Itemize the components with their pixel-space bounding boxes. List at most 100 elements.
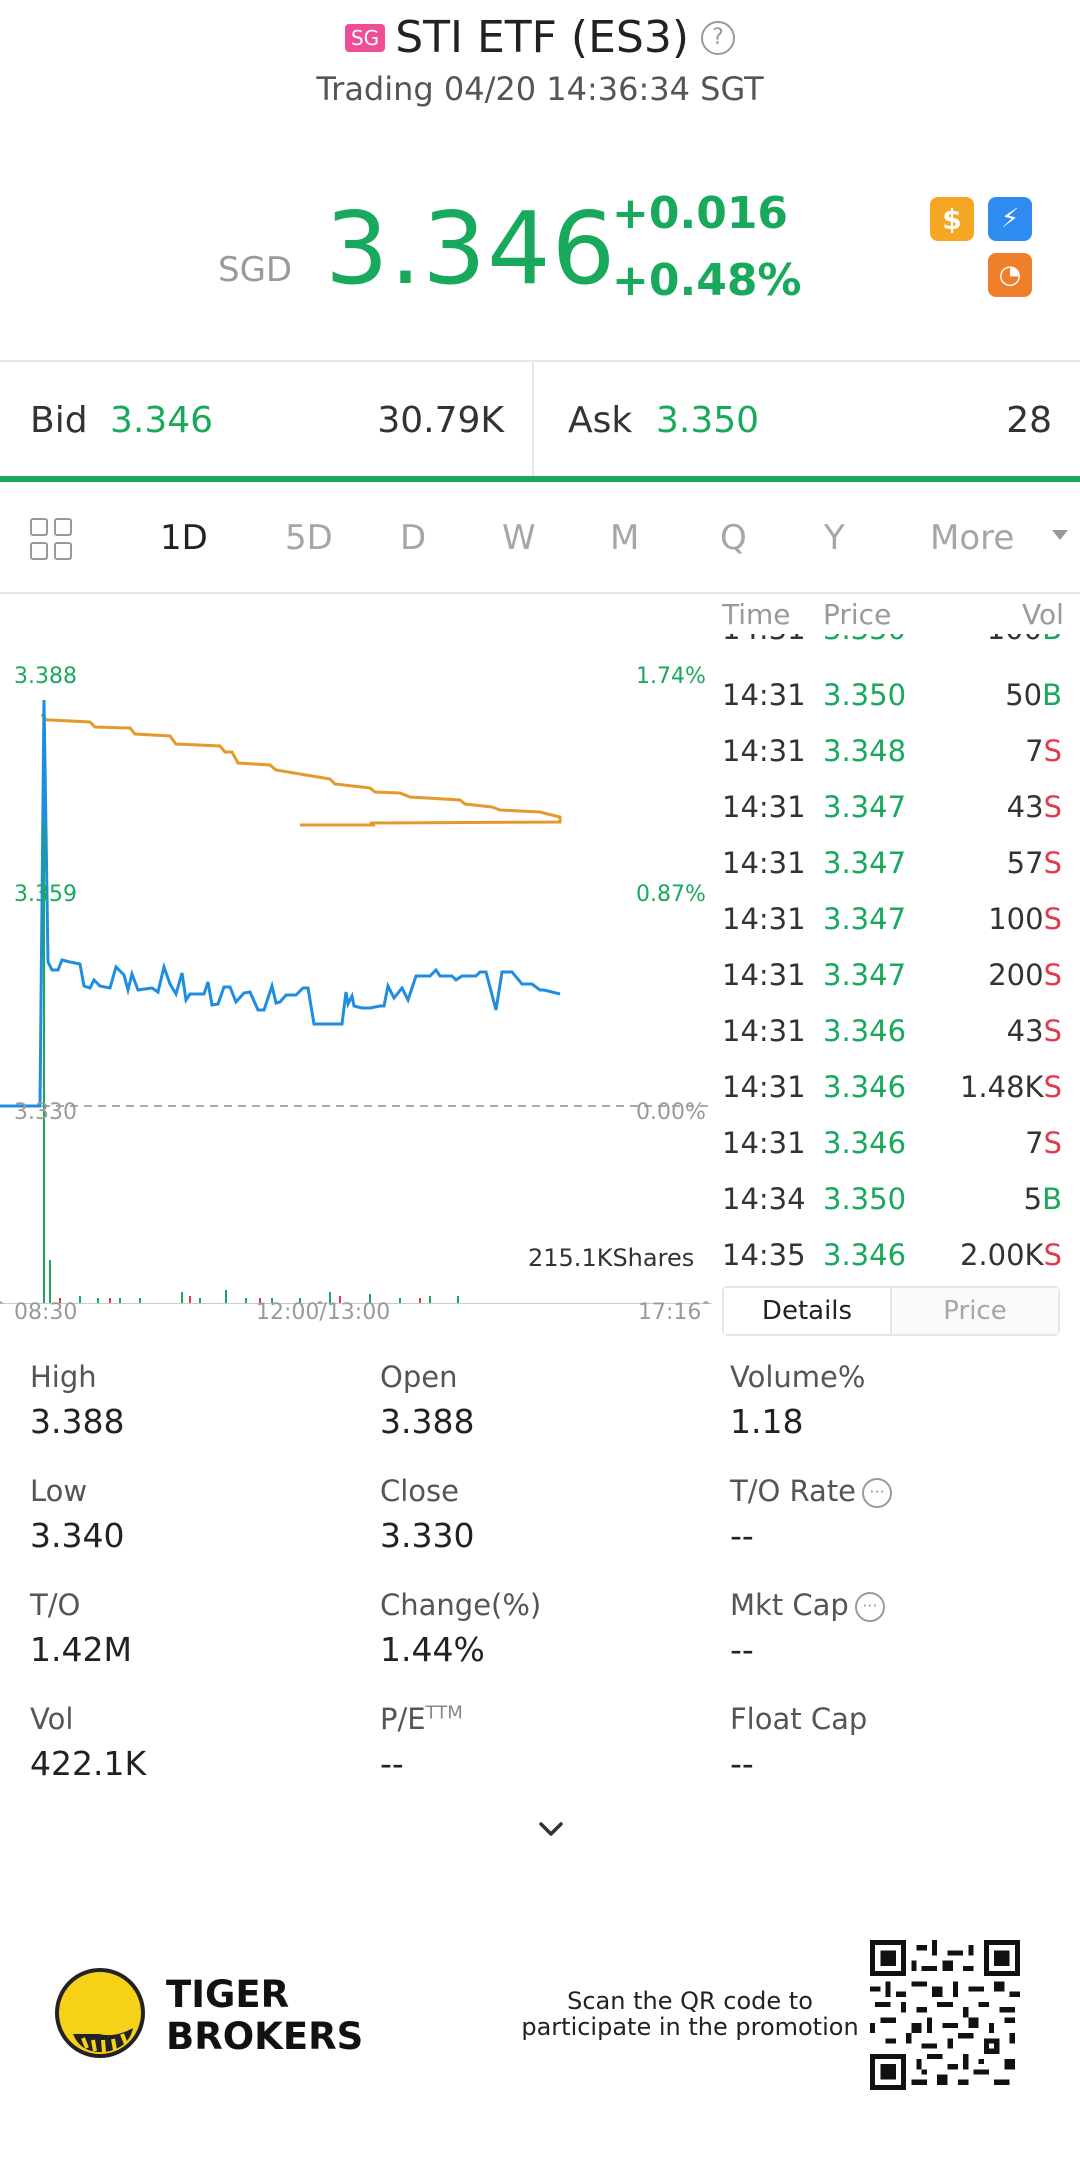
tab-w[interactable]: W: [502, 518, 536, 558]
trade-time: 14:31: [722, 678, 806, 712]
trade-time: 14:31: [722, 634, 806, 646]
stat-mktcap-text: Mkt Cap: [730, 1588, 849, 1622]
trade-volume-value: 7: [1025, 1126, 1044, 1160]
trade-price: 3.346: [823, 1070, 907, 1104]
trade-volume: 43S: [1007, 1014, 1062, 1048]
qr-code[interactable]: [870, 1940, 1020, 2090]
divider: [0, 360, 1080, 362]
trade-time: 14:31: [722, 1014, 806, 1048]
trade-price: 3.347: [823, 790, 907, 824]
trade-volume: 200S: [988, 958, 1062, 992]
chart-badge-icon[interactable]: ◔: [988, 253, 1032, 297]
divider: [0, 592, 1080, 594]
chevron-down-icon[interactable]: [1052, 530, 1068, 540]
brand-line-2: BROKERS: [166, 2015, 364, 2058]
trade-side: S: [1043, 790, 1062, 824]
table-row: 14:31 3.347 43S: [722, 790, 1062, 846]
trade-time: 14:31: [722, 846, 806, 880]
stat-low-value: 3.340: [30, 1516, 125, 1555]
stat-torate-text: T/O Rate: [730, 1474, 857, 1508]
trade-side: B: [1042, 1182, 1062, 1216]
tab-more[interactable]: More: [930, 518, 1015, 558]
x-label-open: 08:30: [14, 1300, 78, 1325]
brand-line-1: TIGER: [166, 1973, 290, 2016]
trading-status: Trading 04/20 14:36:34 SGT: [316, 70, 764, 108]
currency-label: SGD: [218, 250, 293, 290]
qr-caption-line-2: participate in the promotion: [521, 2013, 859, 2041]
period-tabs: 1D 5D D W M Q Y More: [0, 498, 1080, 594]
tab-y[interactable]: Y: [824, 518, 845, 558]
trade-volume: 100S: [988, 902, 1062, 936]
volume-label: 215.1KShares: [528, 1244, 695, 1272]
trade-volume-value: 7: [1025, 734, 1044, 768]
trade-side: S: [1043, 1014, 1062, 1048]
tab-d[interactable]: D: [400, 518, 427, 558]
stat-mktcap-label: Mkt Cap ···: [730, 1588, 885, 1622]
stat-high-label: High: [30, 1360, 97, 1394]
trade-side: S: [1043, 734, 1062, 768]
toggle-price[interactable]: Price: [892, 1288, 1058, 1334]
bid-label: Bid: [30, 400, 88, 441]
dollar-icon[interactable]: $: [930, 197, 974, 241]
trade-time: 14:31: [722, 1126, 806, 1160]
trade-volume: 50B: [1005, 678, 1062, 712]
stat-floatcap-value: --: [730, 1744, 754, 1783]
chevron-down-icon[interactable]: [536, 1814, 566, 1844]
info-icon[interactable]: ···: [862, 1478, 893, 1508]
trade-volume-value: 43: [1006, 1014, 1044, 1048]
trade-price: 3.347: [823, 846, 907, 880]
stat-to-label: T/O: [30, 1588, 81, 1622]
trade-row-partial: 14:31 3.350 100B: [722, 634, 1062, 658]
trade-volume-value: 1.48K: [959, 1070, 1044, 1104]
stat-vol-label: Vol: [30, 1702, 74, 1736]
bid-ask-ratio-bar: [0, 476, 1080, 482]
table-row: 14:31 3.350 50B: [722, 678, 1062, 734]
info-icon[interactable]: ···: [854, 1592, 885, 1622]
qr-caption-line-1: Scan the QR code to: [567, 1987, 813, 2015]
trade-side: S: [1043, 1126, 1062, 1160]
trade-price: 3.350: [823, 1182, 907, 1216]
tab-5d[interactable]: 5D: [285, 518, 333, 558]
trade-side: B: [1042, 634, 1062, 646]
ask-label: Ask: [568, 400, 633, 441]
help-icon[interactable]: ?: [701, 20, 735, 55]
intraday-chart[interactable]: [0, 592, 720, 1304]
trade-price: 3.346: [823, 1126, 907, 1160]
stat-close-value: 3.330: [380, 1516, 475, 1555]
title-row: SG STI ETF (ES3) ?: [0, 12, 1080, 63]
trades-header-time: Time: [722, 598, 791, 631]
y-pct-high: 1.74%: [636, 664, 706, 689]
trade-price: 3.348: [823, 734, 907, 768]
ask-price: 3.350: [656, 400, 760, 441]
grid-icon[interactable]: [30, 518, 74, 562]
header: SG STI ETF (ES3) ? Trading 04/20 14:36:3…: [0, 0, 1080, 120]
trade-price: 3.347: [823, 958, 907, 992]
toggle-details[interactable]: Details: [724, 1288, 892, 1334]
trade-time: 14:31: [722, 734, 806, 768]
price-line: [0, 699, 561, 1108]
volume-bars: [43, 822, 459, 1304]
price-change: +0.016: [612, 188, 789, 239]
flash-icon[interactable]: ⚡: [988, 197, 1032, 241]
stat-pe-sup: TTM: [425, 1702, 463, 1724]
table-row: 14:31 3.346 7S: [722, 1126, 1062, 1182]
stat-pe-text: P/E: [380, 1702, 426, 1736]
market-badge: SG: [344, 23, 386, 52]
trade-price: 3.346: [823, 1238, 907, 1272]
last-price: 3.346: [325, 190, 617, 307]
tab-m[interactable]: M: [610, 518, 640, 558]
trade-price: 3.346: [823, 1014, 907, 1048]
stat-high-value: 3.388: [30, 1402, 125, 1441]
stat-pe-value: --: [380, 1744, 404, 1783]
trade-volume: 1.48KS: [960, 1070, 1062, 1104]
stat-volpct-label: Volume%: [730, 1360, 866, 1394]
stat-low-label: Low: [30, 1474, 88, 1508]
tab-q[interactable]: Q: [720, 518, 747, 558]
stat-volpct-value: 1.18: [730, 1402, 804, 1441]
trade-volume: 2.00KS: [960, 1238, 1062, 1272]
y-pct-low: 0.00%: [636, 1100, 706, 1125]
tab-1d[interactable]: 1D: [160, 518, 208, 558]
trade-price: 3.350: [823, 678, 907, 712]
y-label-low: 3.330: [14, 1100, 77, 1125]
stat-vol-value: 422.1K: [30, 1744, 147, 1783]
